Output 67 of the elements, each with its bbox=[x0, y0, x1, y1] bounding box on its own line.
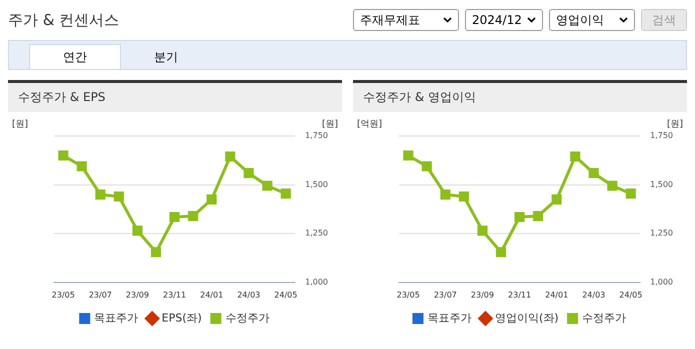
y2-tick-label: 1,000 bbox=[650, 277, 674, 286]
legend-label: 수정주가 bbox=[225, 311, 270, 324]
x-tick-label: 23/05 bbox=[396, 290, 420, 300]
text: 분기 bbox=[153, 49, 179, 66]
x-tick-label: 24/01 bbox=[200, 290, 224, 300]
x-tick-label: 23/11 bbox=[163, 290, 186, 300]
point bbox=[533, 210, 544, 222]
point bbox=[188, 210, 198, 222]
point bbox=[76, 161, 87, 172]
legend-label: 수정주가 bbox=[582, 311, 626, 324]
legend-label: 목표주가 bbox=[427, 311, 472, 324]
x-tick-label: 23/11 bbox=[508, 290, 532, 300]
point bbox=[58, 150, 68, 161]
point bbox=[150, 247, 162, 258]
y2-tick-label: 1,500 bbox=[650, 180, 674, 189]
y2-axis-title: [원] bbox=[666, 119, 683, 130]
point bbox=[607, 180, 618, 191]
chart-title: 수정주가 & 영업이익 bbox=[353, 83, 687, 112]
y2-tick-label: 1,250 bbox=[305, 228, 328, 238]
point bbox=[132, 226, 142, 236]
text: 연간 bbox=[29, 44, 121, 69]
point bbox=[95, 190, 106, 200]
point bbox=[458, 191, 469, 202]
y2-tick-label: 1,750 bbox=[650, 131, 674, 140]
legend-label: EPS(좌) bbox=[162, 311, 202, 324]
x-tick-label: 24/05 bbox=[274, 290, 298, 300]
y2-tick-label: 1,750 bbox=[305, 131, 328, 140]
y2-axis-title: [원] bbox=[322, 119, 338, 130]
point bbox=[114, 191, 124, 202]
point bbox=[588, 168, 599, 178]
x-tick-label: 23/09 bbox=[470, 290, 494, 300]
point bbox=[514, 212, 525, 222]
x-tick-label: 24/03 bbox=[237, 290, 260, 300]
text: 주가 & 컨센서스 bbox=[8, 10, 120, 30]
x-tick-label: 23/07 bbox=[434, 290, 457, 300]
y-axis-title: [원] bbox=[12, 119, 28, 130]
point bbox=[477, 226, 488, 236]
x-tick-label: 23/05 bbox=[52, 290, 75, 300]
point bbox=[626, 188, 636, 199]
y2-tick-label: 1,250 bbox=[650, 228, 674, 238]
legend-label: 목표주가 bbox=[94, 311, 138, 324]
text: 주재무제표 bbox=[360, 12, 420, 28]
x-tick-label: 24/01 bbox=[545, 290, 568, 300]
point bbox=[422, 161, 432, 172]
point bbox=[206, 194, 217, 204]
point bbox=[225, 151, 236, 162]
y2-tick-label: 1,500 bbox=[305, 180, 328, 189]
point bbox=[170, 212, 180, 222]
point bbox=[280, 188, 291, 199]
text: 검색 bbox=[641, 9, 687, 31]
legend-label: 영업이익(좌) bbox=[494, 311, 559, 324]
y2-tick-label: 1,000 bbox=[305, 277, 328, 286]
x-tick-label: 24/03 bbox=[582, 290, 606, 300]
point bbox=[440, 190, 450, 200]
point bbox=[496, 247, 506, 258]
x-tick-label: 23/09 bbox=[126, 290, 149, 300]
text: 영업이익 bbox=[556, 12, 604, 28]
point bbox=[403, 150, 414, 161]
x-tick-label: 23/07 bbox=[88, 290, 112, 300]
text: 2024/12 bbox=[472, 13, 522, 27]
point bbox=[262, 180, 272, 191]
point bbox=[244, 168, 254, 178]
point bbox=[552, 194, 562, 204]
point bbox=[570, 151, 580, 162]
chart-title: 수정주가 & EPS bbox=[8, 83, 342, 112]
x-tick-label: 24/05 bbox=[619, 290, 642, 300]
y-axis-title: [억원] bbox=[357, 119, 382, 130]
